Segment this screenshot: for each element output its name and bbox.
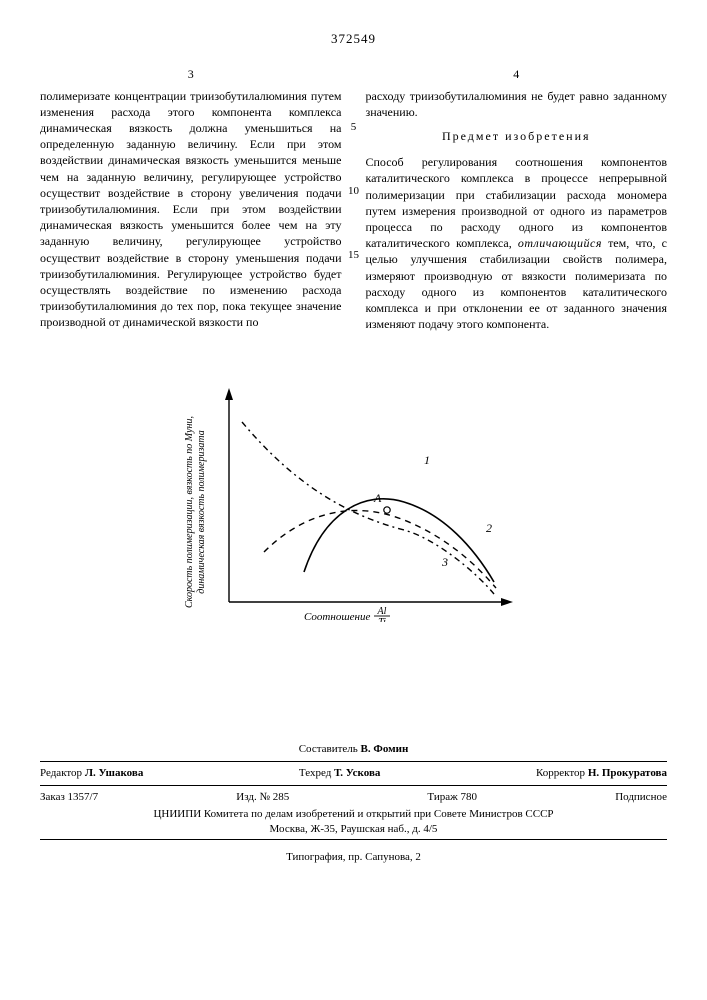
- roles-row: Редактор Л. Ушакова Техред Т. Ускова Кор…: [40, 766, 667, 781]
- frac-top: Al: [376, 606, 386, 617]
- tech-name: Т. Ускова: [334, 767, 380, 779]
- chart-svg: Скорость полимеризации, вязкость по Муни…: [174, 362, 534, 622]
- subscription: Подписное: [615, 790, 667, 805]
- corrector: Корректор Н. Прокуратова: [536, 766, 667, 781]
- izd: Изд. № 285: [236, 790, 289, 805]
- page-num-right: 4: [366, 66, 668, 82]
- editor-name: Л. Ушакова: [85, 767, 144, 779]
- meta-row: Заказ 1357/7 Изд. № 285 Тираж 780 Подпис…: [40, 790, 667, 805]
- curve-3: [264, 511, 496, 589]
- right-text-top: расходу триизобутилалюминия не будет рав…: [366, 88, 668, 120]
- typography-line: Типография, пр. Сапунова, 2: [40, 850, 667, 865]
- y-axis-arrow: [225, 388, 233, 400]
- label-2: 2: [486, 521, 492, 535]
- two-columns: 3 полимеризате концентрации триизобутила…: [40, 66, 667, 333]
- order: Заказ 1357/7: [40, 790, 98, 805]
- curve-1: [242, 422, 494, 594]
- point-a: [383, 507, 389, 513]
- label-a: A: [373, 491, 382, 505]
- corr-label: Корректор: [536, 767, 585, 779]
- techred: Техред Т. Ускова: [299, 766, 381, 781]
- right-main-2: тем, что, с целью улучшения стабилизации…: [366, 236, 668, 331]
- line-num-15: 15: [348, 248, 359, 263]
- rule-2: [40, 785, 667, 786]
- compiler-line: Составитель В. Фомин: [40, 742, 667, 757]
- tech-label: Техред: [299, 767, 331, 779]
- left-column: 3 полимеризате концентрации триизобутила…: [40, 66, 342, 333]
- line-num-10: 10: [348, 184, 359, 199]
- y-axis-label-2: динамическая вязкость полимеризата: [196, 431, 207, 594]
- org-line: ЦНИИПИ Комитета по делам изобретений и о…: [40, 807, 667, 822]
- footer: Составитель В. Фомин Редактор Л. Ушакова…: [40, 742, 667, 864]
- compiler-name: В. Фомин: [361, 743, 409, 755]
- y-axis-label-1: Скорость полимеризации, вязкость по Муни…: [184, 416, 195, 608]
- document-number: 372549: [40, 30, 667, 48]
- emphasis: отличающийся: [518, 236, 602, 250]
- columns-wrapper: 5 10 15 3 полимеризате концентрации трии…: [40, 66, 667, 333]
- compiler-label: Составитель: [299, 743, 358, 755]
- rule-3: [40, 839, 667, 840]
- editor-label: Редактор: [40, 767, 82, 779]
- x-axis-arrow: [501, 598, 513, 606]
- line-num-5: 5: [351, 120, 357, 135]
- right-column: 4 расходу триизобутилалюминия не будет р…: [366, 66, 668, 333]
- label-1: 1: [424, 453, 430, 467]
- x-axis-label: Соотношение: [304, 611, 370, 622]
- label-3: 3: [441, 555, 448, 569]
- subject-header: Предмет изобретения: [366, 128, 668, 144]
- editor: Редактор Л. Ушакова: [40, 766, 143, 781]
- frac-bot: Ti: [378, 617, 386, 622]
- chart-figure: Скорость полимеризации, вязкость по Муни…: [174, 362, 534, 622]
- tirazh: Тираж 780: [427, 790, 477, 805]
- page-num-left: 3: [40, 66, 342, 82]
- left-text: полимеризате концентрации триизобутилалю…: [40, 88, 342, 331]
- addr-line: Москва, Ж-35, Раушская наб., д. 4/5: [40, 822, 667, 837]
- rule-1: [40, 761, 667, 762]
- corr-name: Н. Прокуратова: [588, 767, 667, 779]
- right-text-main: Способ регулирования соотношения компоне…: [366, 154, 668, 332]
- curve-2: [304, 499, 494, 582]
